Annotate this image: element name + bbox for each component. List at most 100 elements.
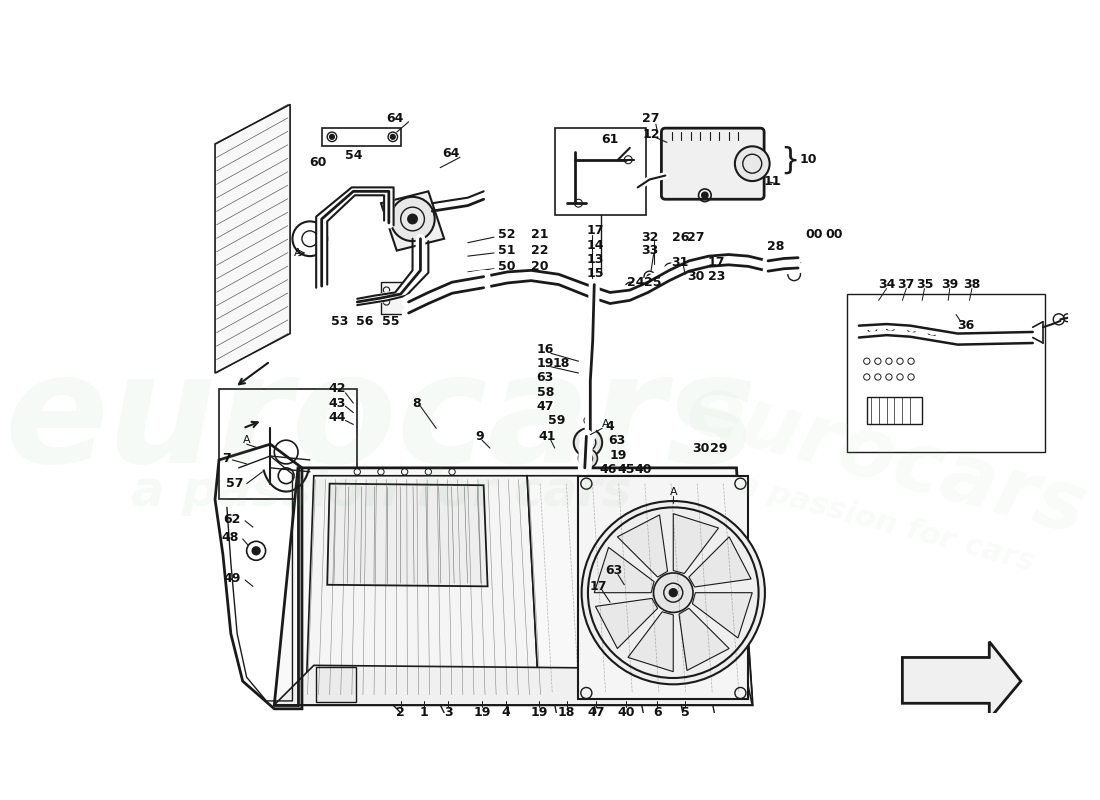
Text: 11: 11 [763,175,781,188]
Text: a passion for cars: a passion for cars [131,467,631,515]
Circle shape [330,134,334,139]
Text: 53: 53 [331,315,349,328]
Text: 60: 60 [309,156,327,169]
Text: 49: 49 [223,572,240,585]
Text: 26: 26 [672,230,690,244]
Text: 64: 64 [386,112,404,125]
Text: 30: 30 [692,442,710,454]
Text: 5: 5 [681,706,690,719]
Text: 52: 52 [498,228,516,242]
Text: 43: 43 [329,397,346,410]
Text: 6: 6 [653,706,662,719]
Text: eurocars: eurocars [4,346,757,495]
Polygon shape [306,476,539,698]
Text: 17: 17 [708,256,726,269]
Text: 2: 2 [396,706,405,719]
Text: 24: 24 [627,276,645,289]
Text: 46: 46 [600,463,617,476]
Text: 15: 15 [586,267,604,280]
Polygon shape [673,514,718,574]
Text: 12: 12 [642,128,660,141]
Polygon shape [527,476,752,698]
Bar [321,128,400,146]
Circle shape [574,428,602,457]
Text: 40: 40 [617,706,635,719]
Text: 9: 9 [475,430,484,442]
Text: a passion for cars: a passion for cars [735,470,1038,577]
Text: 63: 63 [605,564,623,577]
Text: 19: 19 [530,706,548,719]
Text: 27: 27 [642,112,660,125]
Text: 62: 62 [223,513,240,526]
Polygon shape [381,282,408,314]
Polygon shape [594,547,654,593]
Text: 40: 40 [635,463,652,476]
Polygon shape [381,191,444,250]
Text: A: A [294,248,301,258]
Bar [867,397,922,425]
Text: 13: 13 [586,253,604,266]
Text: 00: 00 [805,228,823,242]
Polygon shape [692,593,752,638]
Text: 41: 41 [538,430,556,442]
Text: 31: 31 [671,256,689,269]
Text: 57: 57 [226,477,243,490]
Polygon shape [274,468,752,705]
Text: 58: 58 [537,386,554,398]
Text: 14: 14 [586,238,604,251]
Circle shape [735,146,770,181]
Text: 19: 19 [609,449,627,462]
Text: 55: 55 [382,315,399,328]
Circle shape [628,286,632,290]
Polygon shape [617,515,668,577]
Text: 51: 51 [498,244,516,257]
Text: 63: 63 [608,434,625,447]
Text: 18: 18 [558,706,575,719]
Polygon shape [274,666,752,705]
Text: 33: 33 [641,244,658,257]
Text: 45: 45 [617,463,635,476]
Text: 34: 34 [878,278,895,291]
Bar [847,294,1045,452]
Text: 59: 59 [548,414,565,427]
Circle shape [653,573,693,613]
Circle shape [702,192,708,198]
Text: 29: 29 [711,442,728,454]
Circle shape [320,277,323,280]
Text: 47: 47 [537,400,554,413]
Text: 19: 19 [473,706,491,719]
Text: 4: 4 [606,420,615,434]
Polygon shape [595,598,658,649]
Text: 19: 19 [537,357,554,370]
Text: 56: 56 [356,315,374,328]
Text: 4: 4 [502,706,510,719]
Polygon shape [902,642,1021,719]
Text: 37: 37 [898,278,915,291]
Polygon shape [689,537,751,587]
Polygon shape [628,612,673,672]
Text: 32: 32 [641,230,658,244]
Text: 61: 61 [602,134,618,146]
Text: 7: 7 [222,452,231,465]
Text: 50: 50 [498,260,516,273]
Circle shape [582,501,764,684]
Text: A: A [670,486,678,497]
Bar [554,128,646,215]
Text: 54: 54 [344,150,362,162]
Text: 1: 1 [420,706,429,719]
Circle shape [390,197,435,241]
Text: 8: 8 [412,397,421,410]
Text: 27: 27 [686,230,704,244]
Text: 18: 18 [552,357,570,370]
Text: 10: 10 [800,154,817,166]
Text: 23: 23 [708,270,725,283]
Polygon shape [327,484,487,586]
Text: 64: 64 [442,147,459,160]
Circle shape [668,266,672,271]
Text: 22: 22 [531,244,549,257]
Bar [219,389,358,499]
Text: A: A [243,435,251,446]
Text: }: } [780,146,800,174]
Circle shape [408,214,417,224]
FancyBboxPatch shape [661,128,764,199]
